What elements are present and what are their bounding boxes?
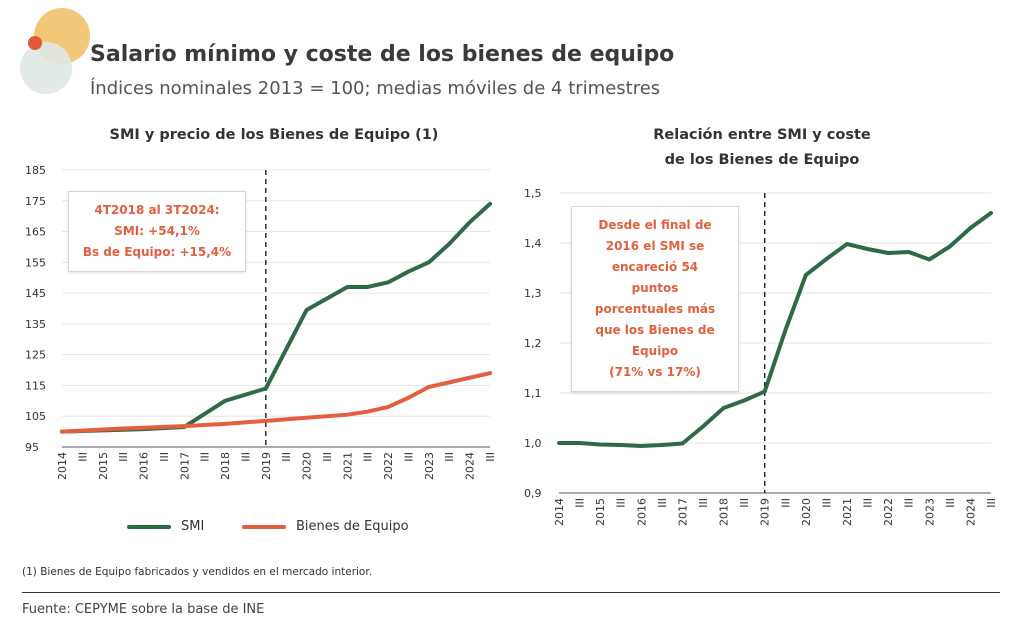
x-tick-label: 2022 (382, 452, 395, 480)
x-tick-label: III (402, 452, 415, 462)
x-tick-label: 2019 (260, 452, 273, 480)
source-divider (22, 592, 1000, 593)
legend-item-smi: SMI (127, 519, 204, 534)
footnote: (1) Bienes de Equipo fabricados y vendid… (22, 566, 373, 578)
x-tick-label: III (862, 498, 875, 508)
left-annotation-line: Bs de Equipo: +15,4% (82, 245, 232, 259)
x-tick-label: III (697, 498, 710, 508)
y-tick-label: 1,4 (524, 237, 542, 250)
x-tick-label: 2014 (56, 452, 69, 480)
y-tick-label: 175 (25, 195, 46, 208)
y-tick-label: 155 (25, 256, 46, 269)
x-tick-label: 2022 (882, 498, 895, 526)
x-tick-label: 2017 (676, 498, 689, 526)
x-tick-label: 2020 (800, 498, 813, 526)
x-tick-label: 2021 (341, 452, 354, 480)
logo-red-dot (28, 36, 42, 50)
legend-swatch-smi (127, 524, 171, 529)
y-tick-label: 1,2 (524, 337, 542, 350)
right-annotation-line: Equipo (631, 344, 679, 358)
x-tick-label: III (321, 452, 334, 462)
y-tick-label: 145 (25, 287, 46, 300)
y-tick-label: 95 (25, 441, 39, 454)
series-line (557, 211, 993, 448)
series-smi-line (60, 201, 492, 434)
y-tick-label: 125 (25, 349, 46, 362)
x-tick-label: 2021 (841, 498, 854, 526)
page-subtitle: Índices nominales 2013 = 100; medias móv… (90, 78, 661, 99)
right-annotation-line: Desde el final de (598, 218, 712, 232)
left-annotation-line: 4T2018 al 3T2024: (94, 203, 220, 217)
x-tick-label: III (820, 498, 833, 508)
x-tick-label: 2024 (964, 498, 977, 526)
x-tick-label: 2018 (718, 498, 731, 526)
logo-grey-circle (20, 42, 72, 94)
x-tick-label: 2016 (635, 498, 648, 526)
y-tick-label: 0,9 (524, 487, 542, 500)
x-tick-label: 2019 (759, 498, 772, 526)
x-tick-label: 2015 (97, 452, 110, 480)
chart-title: SMI y precio de los Bienes de Equipo (1) (110, 127, 439, 143)
right-annotation-line: puntos (631, 281, 679, 295)
source-note: Fuente: CEPYME sobre la base de INE (22, 602, 265, 617)
x-tick-label: 2023 (423, 452, 436, 480)
x-tick-label: 2017 (178, 452, 191, 480)
x-tick-label: III (76, 452, 89, 462)
x-tick-label: III (738, 498, 751, 508)
right-chart-annotation: Desde el final de 2016 el SMI se encarec… (571, 206, 739, 392)
page-title: Salario mínimo y coste de los bienes de … (90, 42, 675, 67)
x-tick-label: III (985, 498, 998, 508)
x-tick-label: III (199, 452, 212, 462)
series-bienes-de-equipo-line (60, 371, 492, 434)
x-tick-label: III (239, 452, 252, 462)
left-chart-annotation: 4T2018 al 3T2024: SMI: +54,1% Bs de Equi… (68, 191, 246, 272)
x-tick-label: 2018 (219, 452, 232, 480)
legend-label-bienes: Bienes de Equipo (296, 519, 409, 534)
x-tick-label: III (117, 452, 130, 462)
x-tick-label: III (615, 498, 628, 508)
x-tick-label: 2015 (594, 498, 607, 526)
y-tick-label: 185 (25, 164, 46, 177)
y-tick-label: 115 (25, 379, 46, 392)
x-tick-label: 2024 (464, 452, 477, 480)
x-tick-label: III (362, 452, 375, 462)
right-annotation-line: 2016 el SMI se (605, 239, 705, 253)
y-tick-label: 1,5 (524, 187, 542, 200)
x-tick-label: III (944, 498, 957, 508)
x-tick-label: III (280, 452, 293, 462)
right-annotation-line: porcentuales más (594, 302, 716, 316)
legend-item-bienes: Bienes de Equipo (242, 519, 409, 534)
x-tick-label: III (574, 498, 587, 508)
x-tick-label: 2023 (923, 498, 936, 526)
y-tick-label: 105 (25, 410, 46, 423)
brand-logo (20, 8, 90, 94)
x-tick-label: 2020 (301, 452, 314, 480)
y-tick-label: 1,3 (524, 287, 542, 300)
left-annotation-line: SMI: +54,1% (114, 224, 200, 238)
chart-title: Relación entre SMI y coste (653, 127, 871, 143)
x-tick-label: III (443, 452, 456, 462)
x-tick-label: III (779, 498, 792, 508)
x-tick-label: III (158, 452, 171, 462)
legend-swatch-bienes (242, 524, 286, 529)
x-tick-label: 2016 (138, 452, 151, 480)
y-tick-label: 135 (25, 318, 46, 331)
y-tick-label: 1,0 (524, 437, 542, 450)
y-tick-label: 1,1 (524, 387, 542, 400)
x-tick-label: III (484, 452, 497, 462)
chart-title: de los Bienes de Equipo (665, 152, 860, 168)
y-tick-label: 165 (25, 226, 46, 239)
left-chart: SMI y precio de los Bienes de Equipo (1)… (25, 127, 497, 480)
right-annotation-line: (71% vs 17%) (609, 365, 701, 379)
right-annotation-line: encareció 54 (611, 260, 699, 274)
x-tick-label: III (656, 498, 669, 508)
right-annotation-line: que los Bienes de (595, 323, 715, 337)
legend-label-smi: SMI (181, 519, 205, 534)
right-chart: Relación entre SMI y coste de los Bienes … (524, 127, 998, 526)
x-tick-label: III (903, 498, 916, 508)
x-tick-label: 2014 (553, 498, 566, 526)
